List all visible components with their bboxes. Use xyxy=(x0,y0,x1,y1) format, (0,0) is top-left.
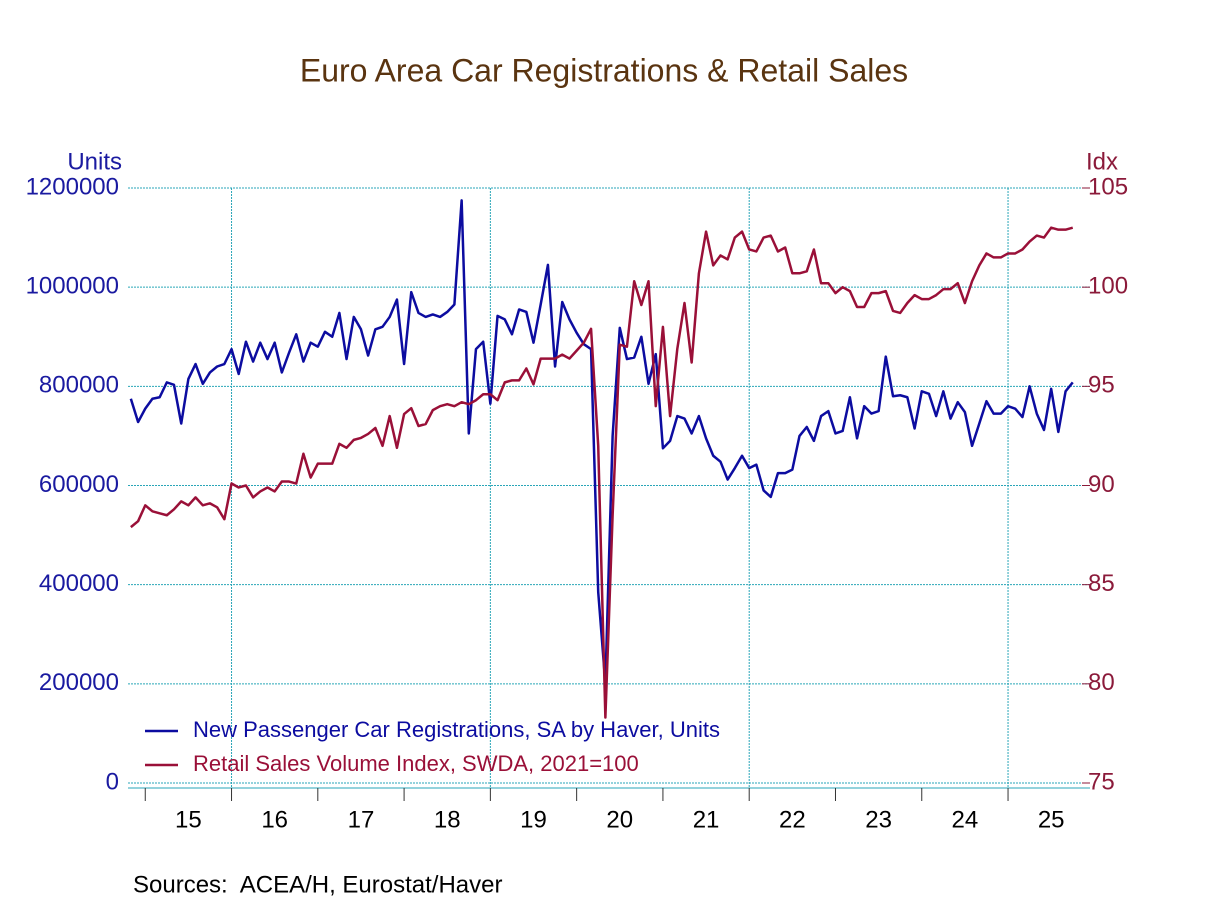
data-line xyxy=(129,199,1074,686)
x-tick-label: 17 xyxy=(348,806,375,833)
data-line xyxy=(130,226,1074,719)
y2-tick-label: 90 xyxy=(1088,471,1115,498)
x-tick-label: 20 xyxy=(606,806,633,833)
x-tick-label: 18 xyxy=(434,806,461,833)
y2-tick-label: 85 xyxy=(1088,570,1115,597)
x-tick-label: 19 xyxy=(520,806,547,833)
x-tick-label: 16 xyxy=(261,806,288,833)
y-tick-label: 0 xyxy=(106,768,119,795)
y-tick-label: 1200000 xyxy=(26,173,119,200)
legend-label: Retail Sales Volume Index, SWDA, 2021=10… xyxy=(193,751,639,776)
x-tick-label: 24 xyxy=(952,806,979,833)
y-tick-label: 400000 xyxy=(39,570,119,597)
y2-tick-label: 100 xyxy=(1088,273,1128,300)
x-tick-label: 21 xyxy=(693,806,720,833)
legend-label: New Passenger Car Registrations, SA by H… xyxy=(193,717,720,742)
x-tick-label: 23 xyxy=(865,806,892,833)
y-tick-label: 200000 xyxy=(39,669,119,696)
y-tick-label: 1000000 xyxy=(26,273,119,300)
y2-axis-label: Idx xyxy=(1086,148,1118,175)
y2-tick-label: 80 xyxy=(1088,669,1115,696)
chart-title: Euro Area Car Registrations & Retail Sal… xyxy=(300,52,908,88)
y2-tick-label: 75 xyxy=(1088,768,1115,795)
y-tick-label: 600000 xyxy=(39,471,119,498)
y-axis-label: Units xyxy=(67,148,122,175)
y2-tick-label: 95 xyxy=(1088,372,1115,399)
y-tick-label: 800000 xyxy=(39,372,119,399)
x-tick-label: 15 xyxy=(175,806,202,833)
x-tick-label: 22 xyxy=(779,806,806,833)
y2-tick-label: 105 xyxy=(1088,173,1128,200)
source-note: Sources: ACEA/H, Eurostat/Haver xyxy=(133,871,502,898)
x-tick-label: 25 xyxy=(1038,806,1065,833)
